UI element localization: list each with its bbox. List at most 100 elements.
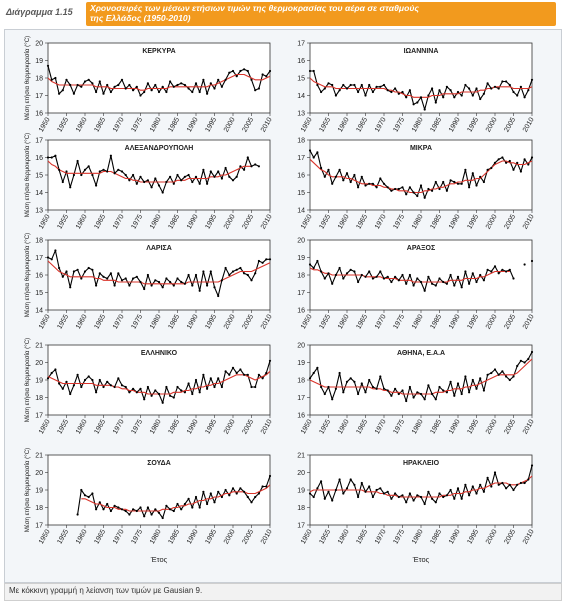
x-tick-label: 1985 xyxy=(167,528,181,545)
x-tick-label: 1985 xyxy=(429,418,443,435)
data-point xyxy=(191,180,194,184)
data-point xyxy=(394,87,397,90)
data-point xyxy=(368,83,371,87)
data-point xyxy=(132,277,135,280)
y-tick-label: 18 xyxy=(297,273,305,280)
data-point xyxy=(80,173,83,177)
data-point xyxy=(527,478,530,481)
x-tick-label: 1980 xyxy=(411,213,425,230)
data-point xyxy=(143,180,146,184)
data-point xyxy=(213,175,216,178)
data-point xyxy=(243,168,246,171)
data-point xyxy=(46,377,50,380)
x-axis-label: Έτος xyxy=(412,555,430,564)
y-tick-label: 17 xyxy=(297,290,305,297)
y-tick-label: 19 xyxy=(297,360,305,367)
x-tick-label: 2010 xyxy=(522,116,536,133)
x-tick-label: 1970 xyxy=(112,313,126,330)
data-point xyxy=(65,78,68,81)
data-point xyxy=(505,161,508,164)
data-point xyxy=(423,108,426,111)
data-point xyxy=(357,186,360,189)
data-point xyxy=(250,385,253,389)
data-point xyxy=(154,508,157,511)
data-point xyxy=(338,266,341,270)
y-axis-label: Μέση ετήσια θερμοκρασία (°C) xyxy=(24,338,31,423)
data-point xyxy=(453,284,456,287)
data-point xyxy=(202,270,205,273)
data-point xyxy=(523,158,526,161)
data-point xyxy=(308,69,312,73)
data-point xyxy=(194,495,198,499)
data-point xyxy=(331,499,334,502)
y-tick-label: 16 xyxy=(297,413,305,420)
data-point xyxy=(442,495,445,499)
data-point xyxy=(405,96,408,99)
x-tick-label: 2000 xyxy=(223,313,237,330)
data-point xyxy=(172,182,175,185)
data-point xyxy=(76,83,79,87)
data-point xyxy=(456,90,460,94)
data-point xyxy=(349,180,352,184)
data-point xyxy=(113,504,116,507)
data-point xyxy=(331,83,334,87)
smoothed-series-line xyxy=(47,260,271,285)
data-point xyxy=(206,92,209,95)
x-tick-label: 2005 xyxy=(503,116,517,133)
data-point xyxy=(231,366,235,369)
data-point xyxy=(408,89,411,92)
data-point xyxy=(371,90,374,94)
x-tick-label: 1975 xyxy=(392,528,406,545)
data-point xyxy=(464,270,467,273)
data-point xyxy=(143,398,146,401)
data-point xyxy=(235,175,238,178)
data-point xyxy=(460,497,463,500)
data-point xyxy=(434,180,437,184)
data-point xyxy=(257,373,260,376)
data-point xyxy=(50,371,53,375)
data-point xyxy=(449,179,452,182)
data-point xyxy=(486,373,489,376)
data-point xyxy=(254,385,257,389)
data-point xyxy=(69,186,72,189)
data-point xyxy=(228,494,231,497)
data-point xyxy=(316,487,319,490)
data-point xyxy=(202,168,205,171)
data-point xyxy=(61,180,64,184)
data-point xyxy=(250,501,253,504)
data-point xyxy=(493,471,497,474)
x-tick-label: 2000 xyxy=(485,213,499,230)
y-tick-label: 20 xyxy=(35,41,43,48)
data-point xyxy=(161,401,164,404)
x-tick-label: 1990 xyxy=(186,213,200,230)
data-point xyxy=(183,282,186,285)
data-point xyxy=(209,377,212,380)
data-point xyxy=(475,87,478,90)
data-point xyxy=(456,487,460,490)
data-point xyxy=(345,272,349,275)
x-tick-label: 1965 xyxy=(355,116,369,133)
data-point xyxy=(501,481,504,485)
data-point xyxy=(516,364,519,368)
x-tick-label: 1975 xyxy=(130,213,144,230)
data-point xyxy=(475,387,478,390)
data-point xyxy=(150,186,153,189)
data-point xyxy=(124,173,127,177)
data-point xyxy=(434,284,437,287)
data-point xyxy=(102,168,105,171)
data-point xyxy=(191,392,194,396)
data-point xyxy=(530,464,534,467)
data-point xyxy=(431,497,434,500)
x-tick-label: 1995 xyxy=(466,528,480,545)
data-point xyxy=(150,284,153,287)
data-point xyxy=(323,175,326,178)
data-point xyxy=(58,382,61,385)
data-point xyxy=(479,273,482,277)
data-point xyxy=(357,280,360,284)
data-point xyxy=(146,82,149,85)
data-point xyxy=(471,378,474,382)
x-tick-label: 1955 xyxy=(56,528,70,545)
data-point xyxy=(135,509,138,513)
data-point xyxy=(349,478,352,481)
